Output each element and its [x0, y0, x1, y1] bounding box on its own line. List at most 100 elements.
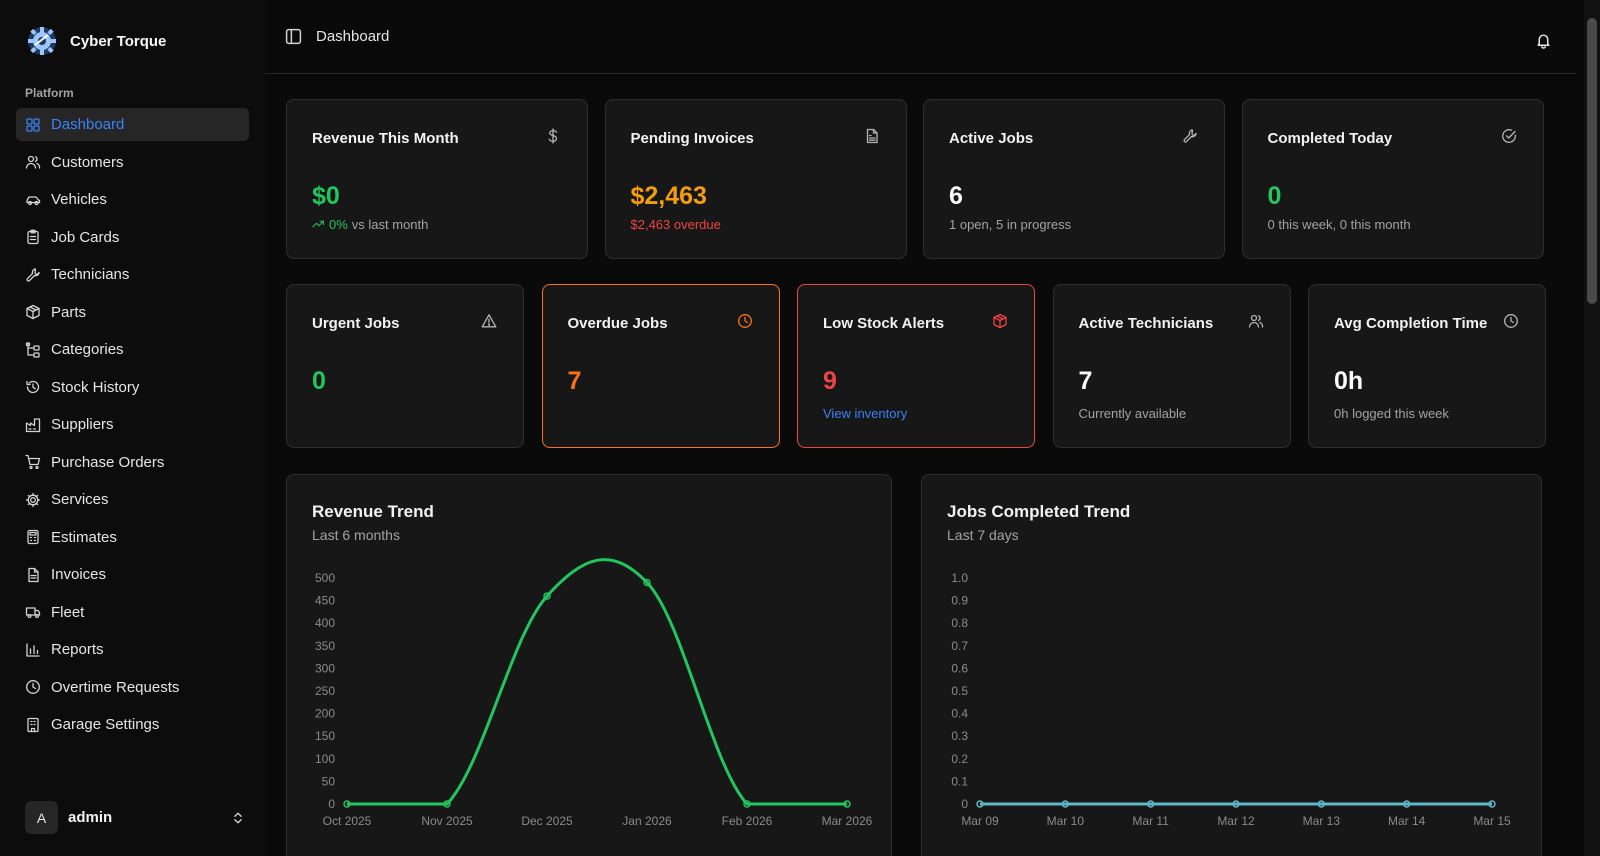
chart-subtitle: Last 7 days: [947, 527, 1019, 543]
stat-card-pending-invoices[interactable]: Pending Invoices $2,463 $2,463 overdue: [604, 99, 907, 259]
sidebar-item-estimates[interactable]: Estimates: [16, 521, 249, 554]
y-tick-label: 0.2: [951, 752, 968, 766]
stat-card-urgent-jobs[interactable]: Urgent Jobs 0: [286, 284, 524, 448]
sidebar-item-categories[interactable]: Categories: [16, 333, 249, 366]
x-tick-label: Mar 14: [1388, 814, 1426, 828]
sidebar-item-dashboard[interactable]: Dashboard: [16, 108, 249, 141]
sidebar-item-parts[interactable]: Parts: [16, 296, 249, 329]
data-point[interactable]: [1146, 800, 1155, 808]
file-icon: [28, 567, 39, 582]
data-point[interactable]: [343, 800, 351, 808]
avatar: A: [25, 801, 58, 834]
stat-card-revenue-this-month[interactable]: Revenue This Month $0 0% vs last month: [286, 99, 588, 259]
y-tick-label: 1.0: [951, 571, 968, 585]
building-icon: [27, 717, 39, 732]
y-tick-label: 300: [315, 661, 335, 675]
file-text-icon: [866, 128, 878, 144]
chart-title: Revenue Trend: [312, 502, 434, 521]
sidebar-item-garage-settings[interactable]: Garage Settings: [16, 708, 249, 741]
data-point[interactable]: [1488, 800, 1496, 808]
stat-subtext: 0 this week, 0 this month: [1267, 217, 1411, 232]
revenue-trend-card: Revenue Trend Last 6 months 0 50 100 150 200…: [286, 474, 892, 856]
sidebar-item-invoices[interactable]: Invoices: [16, 558, 249, 591]
sidebar-item-label: Estimates: [51, 528, 117, 546]
chart-title: Jobs Completed Trend: [947, 502, 1131, 521]
brand[interactable]: Cyber Torque: [0, 0, 265, 58]
x-tick-label: Nov 2025: [421, 814, 473, 828]
cart-icon: [25, 454, 41, 470]
stat-card-overdue-jobs[interactable]: Overdue Jobs 7: [541, 284, 780, 448]
sidebar-item-suppliers[interactable]: Suppliers: [16, 408, 249, 441]
dollar-icon: [548, 128, 558, 144]
y-tick-label: 0.8: [951, 616, 968, 630]
sidebar-item-label: Suppliers: [51, 416, 114, 433]
x-tick-label: Oct 2025: [323, 814, 372, 828]
sidebar-item-label: Technicians: [51, 266, 130, 283]
user-menu[interactable]: A admin: [25, 801, 245, 834]
revenue-trend-chart: 0 50 100 150 200 250 300 350 400 450 500 Oct 2025 No…: [315, 558, 873, 828]
clipboard-icon: [27, 229, 39, 245]
data-point[interactable]: [1232, 800, 1240, 808]
stat-card-active-technicians[interactable]: Active Technicians 7 Currently available: [1052, 284, 1291, 448]
sidebar-item-reports[interactable]: Reports: [16, 633, 249, 666]
sidebar-item-label: Customers: [51, 153, 124, 171]
trend-up-icon: [312, 220, 324, 228]
main-content: Dashboard Revenue Trend Last 6 months 0 5…: [265, 0, 1600, 856]
wrench-icon: [26, 267, 40, 282]
x-tick-label: Feb 2026: [722, 814, 773, 828]
data-point[interactable]: [1317, 800, 1326, 808]
stat-value: 0h: [1334, 367, 1364, 395]
stat-title: Pending Invoices: [630, 130, 754, 147]
sidebar-item-technicians[interactable]: Technicians: [16, 258, 249, 291]
alert-triangle-icon: [481, 314, 497, 328]
data-point[interactable]: [443, 800, 451, 808]
sidebar-item-label: Garage Settings: [51, 716, 160, 733]
scrollbar[interactable]: [1584, 0, 1600, 856]
sidebar-item-stock-history[interactable]: Stock History: [16, 371, 249, 404]
y-tick-label: 250: [315, 684, 335, 698]
user-name: admin: [68, 809, 113, 826]
data-point[interactable]: [643, 578, 651, 587]
users-icon: [25, 155, 41, 169]
stat-card-active-jobs[interactable]: Active Jobs 6 1 open, 5 in progress: [923, 99, 1225, 259]
stat-card-low-stock-alerts[interactable]: Low Stock Alerts 9 View inventory: [797, 284, 1035, 448]
jobs-completed-chart: 0 0.1 0.2 0.3 0.4 0.5 0.6 0.7 0.8 0.9 1.0 Mar 09 Mar…: [951, 571, 1511, 828]
y-tick-label: 0.7: [951, 639, 968, 653]
sidebar-item-label: Vehicles: [51, 191, 107, 208]
sidebar-item-services[interactable]: Services: [16, 483, 249, 516]
sidebar-item-customers[interactable]: Customers: [16, 146, 249, 179]
sidebar-item-job-cards[interactable]: Job Cards: [16, 221, 249, 254]
sidebar-item-label: Overtime Requests: [51, 678, 180, 696]
y-tick-label: 350: [315, 639, 335, 653]
x-tick-label: Dec 2025: [521, 814, 573, 828]
trend-label: vs last month: [351, 217, 429, 232]
data-point[interactable]: [1402, 800, 1411, 808]
jobs-completed-trend-card: Jobs Completed Trend Last 7 days 0 0.1 0.2…: [921, 474, 1542, 856]
data-point[interactable]: [743, 800, 751, 808]
bell-icon[interactable]: [1535, 32, 1552, 49]
data-point[interactable]: [543, 592, 551, 600]
data-point[interactable]: [843, 800, 851, 808]
x-tick-label: Mar 11: [1132, 814, 1169, 828]
sidebar-toggle-icon[interactable]: [285, 28, 302, 45]
sidebar-item-overtime-requests[interactable]: Overtime Requests: [16, 671, 249, 704]
box-icon: [993, 313, 1007, 329]
data-point[interactable]: [1061, 800, 1070, 808]
y-tick-label: 500: [315, 571, 335, 585]
sidebar-item-purchase-orders[interactable]: Purchase Orders: [16, 446, 249, 479]
tree-icon: [25, 341, 40, 358]
chart-subtitle: Last 6 months: [312, 527, 400, 543]
sidebar: Cyber Torque Platform Dashboard Customers…: [0, 0, 265, 856]
sidebar-item-label: Stock History: [51, 378, 140, 396]
stat-card-completed-today[interactable]: Completed Today 0 0 this week, 0 this mont…: [1241, 99, 1544, 259]
stat-title: Completed Today: [1267, 130, 1393, 147]
view-inventory-link[interactable]: View inventory: [823, 406, 908, 421]
scrollbar-thumb[interactable]: [1587, 18, 1597, 304]
sidebar-item-vehicles[interactable]: Vehicles: [16, 183, 249, 216]
data-point[interactable]: [976, 800, 984, 808]
stat-card-avg-completion-time[interactable]: Avg Completion Time 0h 0h logged this week: [1308, 284, 1546, 448]
stat-value: 7: [1078, 367, 1093, 395]
sidebar-item-fleet[interactable]: Fleet: [16, 596, 249, 629]
package-icon: [26, 304, 40, 320]
trend-percent: 0%: [329, 217, 348, 232]
